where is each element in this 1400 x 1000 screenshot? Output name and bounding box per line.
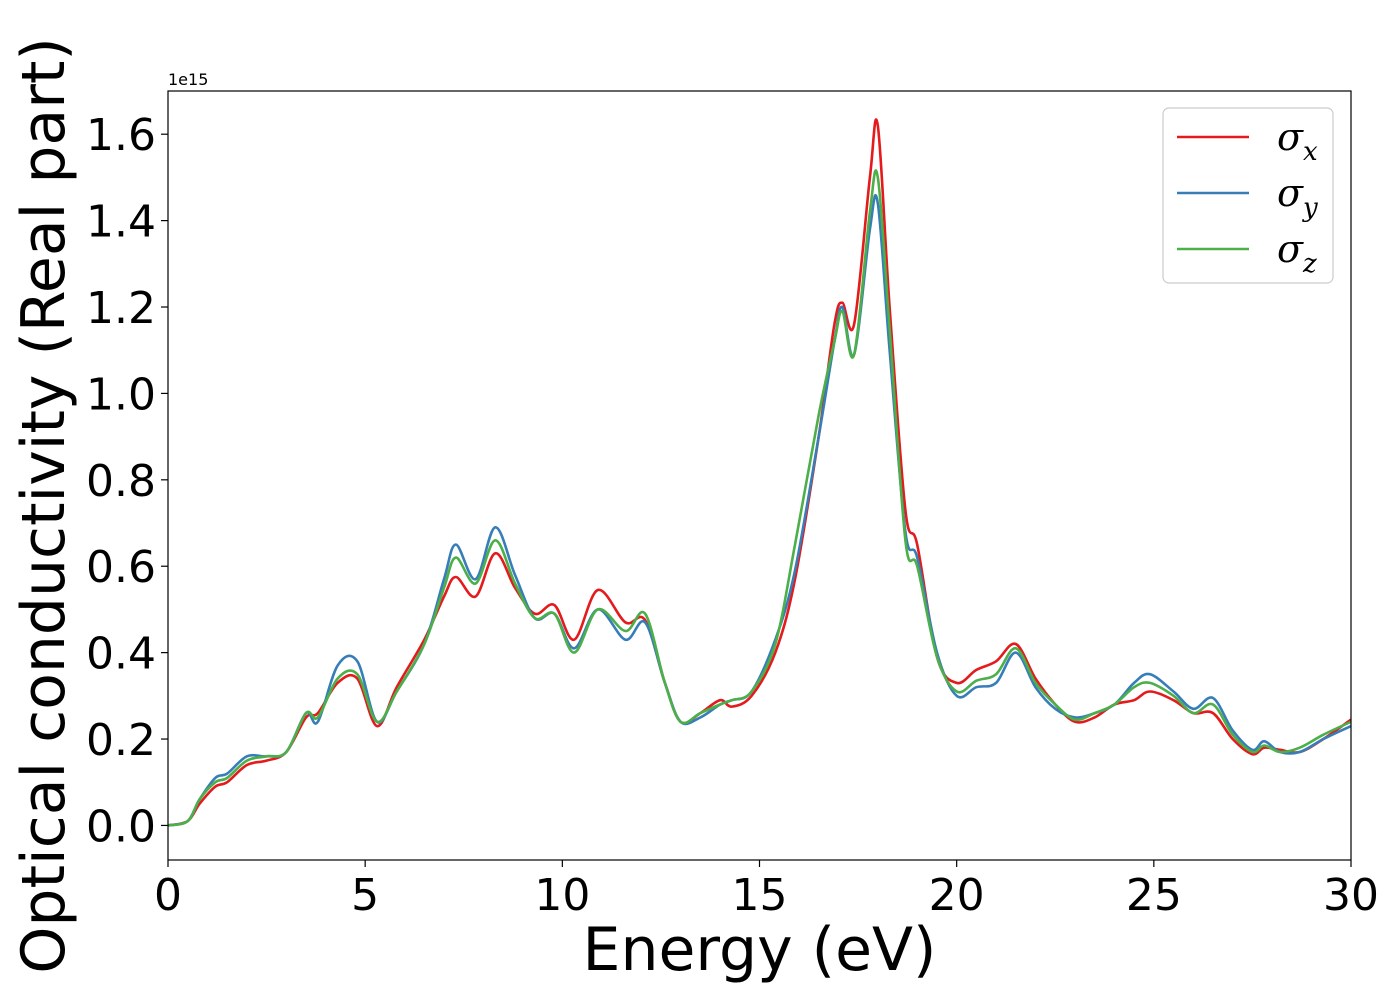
series-line-3 (168, 169, 1351, 827)
x-tick-label: 5 (351, 870, 379, 921)
x-tick-label: 20 (929, 870, 985, 921)
y-axis-label: Optical conductivity (Real part) (9, 37, 79, 974)
y-tick-label: 1.6 (86, 110, 156, 161)
legend-label-2: σy (1277, 171, 1318, 223)
y-tick-label: 0.4 (86, 629, 156, 680)
x-axis-label: Energy (eV) (583, 915, 937, 985)
y-tick-label: 0.8 (86, 456, 156, 507)
series-line-2 (168, 194, 1351, 827)
x-tick-label: 0 (154, 870, 182, 921)
x-tick-label: 15 (732, 870, 788, 921)
y-tick-label: 0.6 (86, 542, 156, 593)
y-tick-label: 0.2 (86, 715, 156, 766)
y-tick-label: 0.0 (86, 801, 156, 852)
y-tick-label: 1.0 (86, 369, 156, 420)
series-layer (168, 118, 1351, 827)
legend-frame (1162, 107, 1334, 284)
y-tick-label: 1.4 (86, 197, 156, 248)
x-tick-label: 10 (534, 870, 590, 921)
x-tick-label: 30 (1323, 870, 1379, 921)
ticks-layer: 0 5 10 15 20 25 30 0.0 0.2 0.4 0.6 0.8 1.0 1.2 1.4 1.6 (86, 110, 1379, 921)
y-tick-label: 1.2 (86, 283, 156, 334)
x-tick-label: 25 (1126, 870, 1182, 921)
y-offset-label: 1e15 (168, 70, 208, 89)
